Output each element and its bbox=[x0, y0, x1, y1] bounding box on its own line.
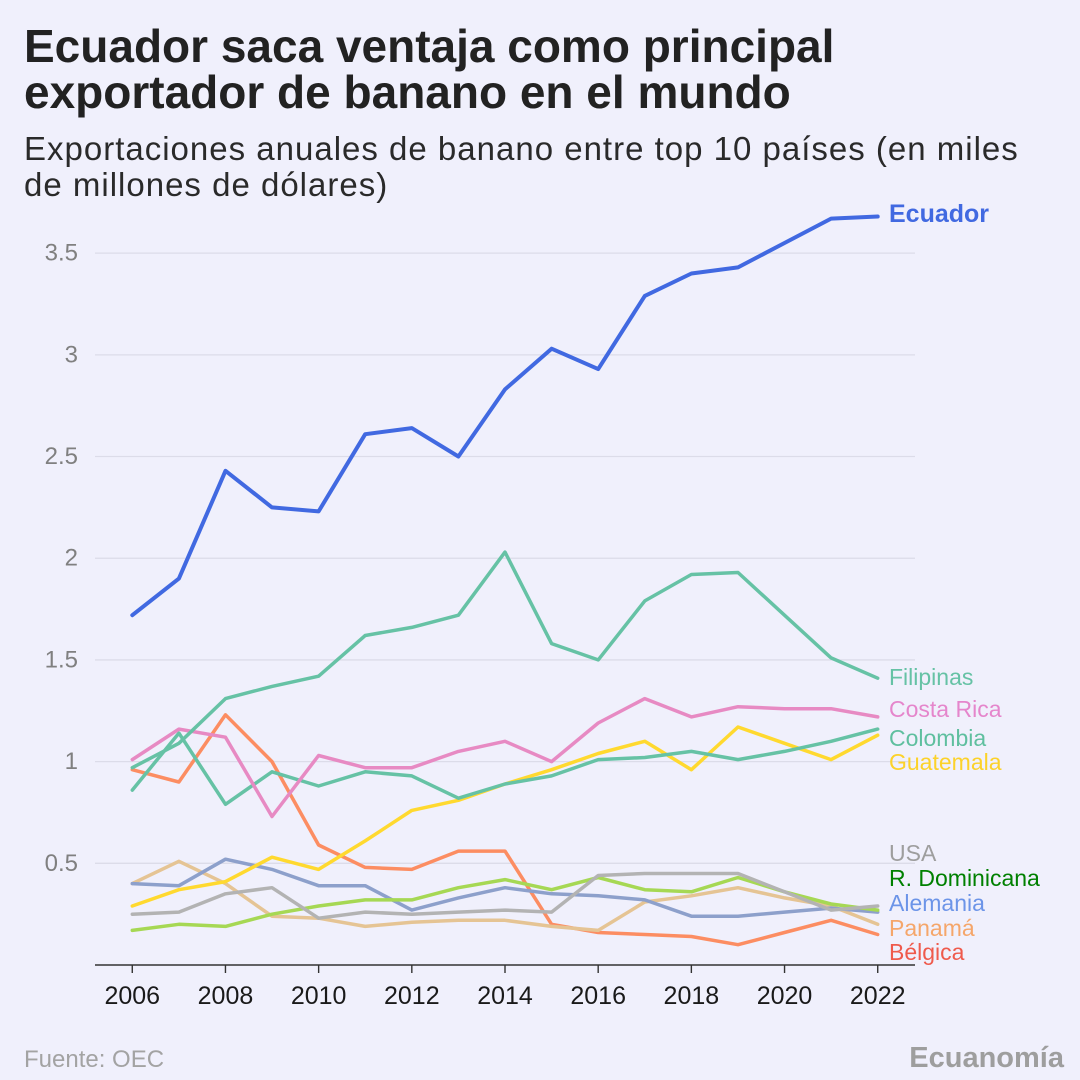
series-line-belgica bbox=[130, 713, 880, 947]
series-line-costa-rica bbox=[130, 696, 880, 819]
y-tick-label: 3.5 bbox=[45, 240, 78, 267]
series-label-filipinas: Filipinas bbox=[889, 664, 973, 690]
y-tick-label: 2.5 bbox=[45, 443, 78, 470]
y-tick-label: 1.5 bbox=[45, 646, 78, 673]
series-line-colombia bbox=[130, 727, 880, 807]
source-note: Fuente: OEC bbox=[24, 1046, 165, 1073]
x-tick-label: 2020 bbox=[757, 982, 813, 1010]
x-tick-label: 2006 bbox=[104, 982, 160, 1010]
series-labels: Ecuador Filipinas Costa Rica ColombiaGuatem… bbox=[889, 200, 1040, 965]
x-tick-label: 2014 bbox=[477, 982, 533, 1010]
series-line-ecuador bbox=[130, 214, 880, 618]
x-tick-label: 2012 bbox=[384, 982, 440, 1010]
x-tick-label: 2018 bbox=[664, 982, 720, 1010]
x-axis: 2006 2008 2010 2012 2014 2016 2018 2020 2022 bbox=[95, 964, 915, 1010]
x-tick-label: 2016 bbox=[570, 982, 626, 1010]
y-axis-labels: 0.5 1 1.5 2 2.5 3 3.5 bbox=[45, 240, 78, 877]
series-label-r-dominicana: R. Dominicana bbox=[889, 865, 1040, 891]
series-lines bbox=[130, 214, 880, 947]
y-tick-label: 1 bbox=[65, 748, 78, 775]
y-tick-label: 3 bbox=[65, 341, 78, 368]
chart-subtitle-line: de millones de dólares) bbox=[24, 166, 389, 203]
series-label-usa: USA bbox=[889, 840, 937, 866]
x-tick-label: 2010 bbox=[291, 982, 347, 1010]
chart-title-line: exportador de banano en el mundo bbox=[24, 66, 791, 118]
chart-title-line: Ecuador saca ventaja como principal bbox=[24, 20, 835, 72]
y-tick-label: 2 bbox=[65, 545, 78, 572]
series-label-panama: Panamá bbox=[889, 915, 975, 941]
series-label-costa-rica: Costa Rica bbox=[889, 696, 1002, 722]
chart-subtitle: Exportaciones anuales de banano entre to… bbox=[24, 131, 1019, 203]
series-label-ecuador: Ecuador bbox=[889, 200, 989, 228]
series-label-belgica: Bélgica bbox=[889, 939, 965, 965]
brand-logo-text: Ecuanomía bbox=[909, 1042, 1064, 1074]
chart-title: Ecuador saca ventaja como principal expo… bbox=[24, 23, 834, 115]
chart-subtitle-line: Exportaciones anuales de banano entre to… bbox=[24, 130, 1019, 167]
series-line-usa bbox=[130, 871, 880, 920]
gridlines bbox=[95, 252, 915, 864]
series-label-colombia: Colombia bbox=[889, 725, 986, 751]
x-tick-label: 2008 bbox=[198, 982, 254, 1010]
y-tick-label: 0.5 bbox=[45, 850, 78, 877]
series-line-panama bbox=[130, 859, 880, 933]
x-tick-label: 2022 bbox=[850, 982, 906, 1010]
series-label-guatemala: Guatemala bbox=[889, 749, 1002, 775]
series-line-filipinas bbox=[130, 550, 880, 770]
series-label-alemania: Alemania bbox=[889, 890, 985, 916]
series-line-r-dominicana bbox=[130, 875, 880, 933]
